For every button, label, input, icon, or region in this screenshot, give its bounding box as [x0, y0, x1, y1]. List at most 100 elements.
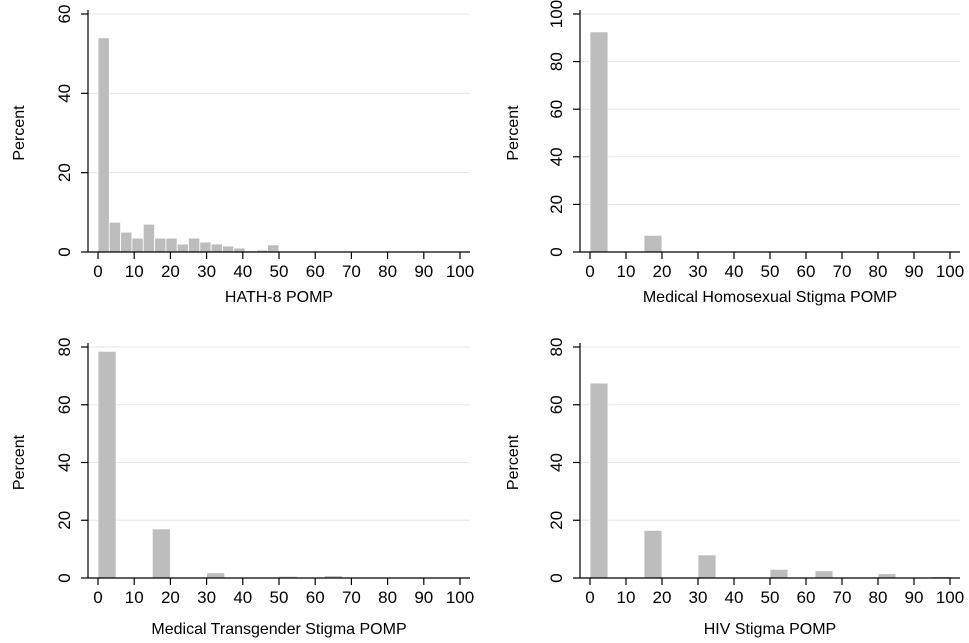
x-tick-label-1-0: 0 — [93, 262, 102, 281]
x-tick-label-2-10: 100 — [936, 262, 964, 281]
x-tick-label-1-2: 20 — [161, 262, 180, 281]
bar-1-6 — [165, 237, 178, 253]
x-tick-label-1-3: 30 — [197, 262, 216, 281]
x-axis-title-2: Medical Homosexual Stigma POMP — [643, 289, 897, 306]
bar-1-5 — [154, 237, 167, 253]
x-axis-title-3: Medical Transgender Stigma POMP — [151, 621, 406, 638]
x-tick-label-4-9: 90 — [905, 588, 924, 607]
y-axis-title-4: Percent — [505, 434, 522, 490]
y-tick-label-4-1: 20 — [547, 511, 566, 530]
x-tick-label-4-8: 80 — [869, 588, 888, 607]
bar-3-1 — [151, 528, 171, 579]
chart-panel-4: 0 20 40 60 80 0 10 20 30 40 50 60 70 80 90 100 Percent HI… — [505, 338, 964, 638]
x-tick-label-2-6: 60 — [797, 262, 816, 281]
x-tick-label-4-3: 30 — [689, 588, 708, 607]
y-tick-label-2-1: 20 — [547, 195, 566, 214]
x-tick-label-3-4: 40 — [233, 588, 252, 607]
y-axis-title-1: Percent — [11, 105, 28, 161]
x-tick-label-1-5: 50 — [270, 262, 289, 281]
x-tick-label-3-5: 50 — [270, 588, 289, 607]
chart-panel-2: 0 20 40 60 80 100 0 10 20 30 40 50 60 70 80 90 100 Percen… — [505, 0, 964, 306]
x-tick-label-3-9: 90 — [414, 588, 433, 607]
x-tick-label-3-0: 0 — [93, 588, 102, 607]
x-tick-label-2-9: 90 — [905, 262, 924, 281]
x-tick-label-1-1: 10 — [125, 262, 144, 281]
y-tick-label-2-4: 80 — [547, 52, 566, 71]
y-tick-label-1-0: 0 — [55, 247, 74, 256]
chart-panel-3: 0 20 40 60 80 0 10 20 30 40 50 60 70 80 90 100 Percent Me… — [11, 338, 474, 638]
x-tick-label-4-1: 10 — [617, 588, 636, 607]
x-tick-label-2-8: 80 — [869, 262, 888, 281]
y-tick-label-4-3: 60 — [547, 395, 566, 414]
x-tick-label-4-6: 60 — [797, 588, 816, 607]
chart-panel-1: 0 20 40 60 0 10 20 30 40 50 60 70 80 90 100 Percent HATH… — [11, 5, 474, 306]
y-axis-title-2: Percent — [505, 105, 522, 161]
bar-1-7 — [176, 243, 189, 253]
x-tick-label-1-7: 70 — [342, 262, 361, 281]
bar-1-10 — [210, 243, 223, 253]
x-tick-label-2-0: 0 — [585, 262, 594, 281]
bar-1-1 — [108, 221, 122, 253]
y-tick-label-2-5: 100 — [547, 0, 566, 28]
y-tick-label-2-3: 60 — [547, 100, 566, 119]
x-tick-label-3-8: 80 — [378, 588, 397, 607]
bar-1-8 — [188, 237, 201, 253]
x-tick-label-1-9: 90 — [414, 262, 433, 281]
bar-1-9 — [199, 241, 212, 253]
y-tick-label-3-0: 0 — [55, 573, 74, 582]
x-tick-label-2-5: 50 — [761, 262, 780, 281]
y-tick-label-1-1: 20 — [55, 163, 74, 182]
bar-2-0 — [589, 31, 609, 253]
x-tick-label-2-3: 30 — [689, 262, 708, 281]
y-tick-label-1-3: 60 — [55, 5, 74, 24]
bar-4-5 — [877, 573, 897, 579]
bar-1-2 — [120, 231, 133, 253]
bar-4-0 — [589, 382, 609, 579]
y-tick-label-3-3: 60 — [55, 395, 74, 414]
x-tick-label-3-7: 70 — [342, 588, 361, 607]
y-tick-label-2-0: 0 — [547, 247, 566, 256]
y-tick-label-3-4: 80 — [55, 338, 74, 357]
bar-3-0 — [97, 350, 117, 579]
y-tick-label-4-0: 0 — [547, 573, 566, 582]
x-tick-label-3-2: 20 — [161, 588, 180, 607]
x-tick-label-1-8: 80 — [378, 262, 397, 281]
x-tick-label-4-10: 100 — [936, 588, 964, 607]
bar-4-1 — [643, 529, 663, 579]
x-tick-label-2-4: 40 — [725, 262, 744, 281]
x-tick-label-4-5: 50 — [761, 588, 780, 607]
bar-1-11 — [222, 245, 235, 253]
x-tick-label-2-1: 10 — [617, 262, 636, 281]
x-tick-label-3-6: 60 — [306, 588, 325, 607]
bar-4-4 — [814, 570, 834, 579]
x-axis-title-4: HIV Stigma POMP — [704, 621, 836, 638]
x-tick-label-1-10: 100 — [446, 262, 474, 281]
bar-1-4 — [142, 223, 155, 253]
y-axis-title-3: Percent — [11, 434, 28, 490]
x-tick-label-3-3: 30 — [197, 588, 216, 607]
bar-4-3 — [769, 568, 789, 579]
x-tick-label-3-1: 10 — [125, 588, 144, 607]
x-tick-label-4-2: 20 — [653, 588, 672, 607]
x-tick-label-4-0: 0 — [585, 588, 594, 607]
y-tick-label-3-1: 20 — [55, 511, 74, 530]
x-tick-label-3-10: 100 — [446, 588, 474, 607]
bar-1-0 — [97, 37, 110, 253]
bar-4-2 — [697, 554, 717, 579]
y-tick-label-2-2: 40 — [547, 147, 566, 166]
x-tick-label-1-6: 60 — [306, 262, 325, 281]
bar-2-1 — [643, 234, 663, 253]
x-tick-label-2-7: 70 — [833, 262, 852, 281]
bar-1-15 — [267, 244, 280, 253]
x-tick-label-2-2: 20 — [653, 262, 672, 281]
x-tick-label-1-4: 40 — [233, 262, 252, 281]
x-tick-label-4-4: 40 — [725, 588, 744, 607]
y-tick-label-4-2: 40 — [547, 453, 566, 472]
x-axis-title-1: HATH-8 POMP — [225, 289, 333, 306]
y-tick-label-3-2: 40 — [55, 453, 74, 472]
y-tick-label-1-2: 40 — [55, 84, 74, 103]
bar-3-2 — [206, 572, 226, 579]
bar-1-3 — [131, 237, 144, 253]
x-tick-label-4-7: 70 — [833, 588, 852, 607]
